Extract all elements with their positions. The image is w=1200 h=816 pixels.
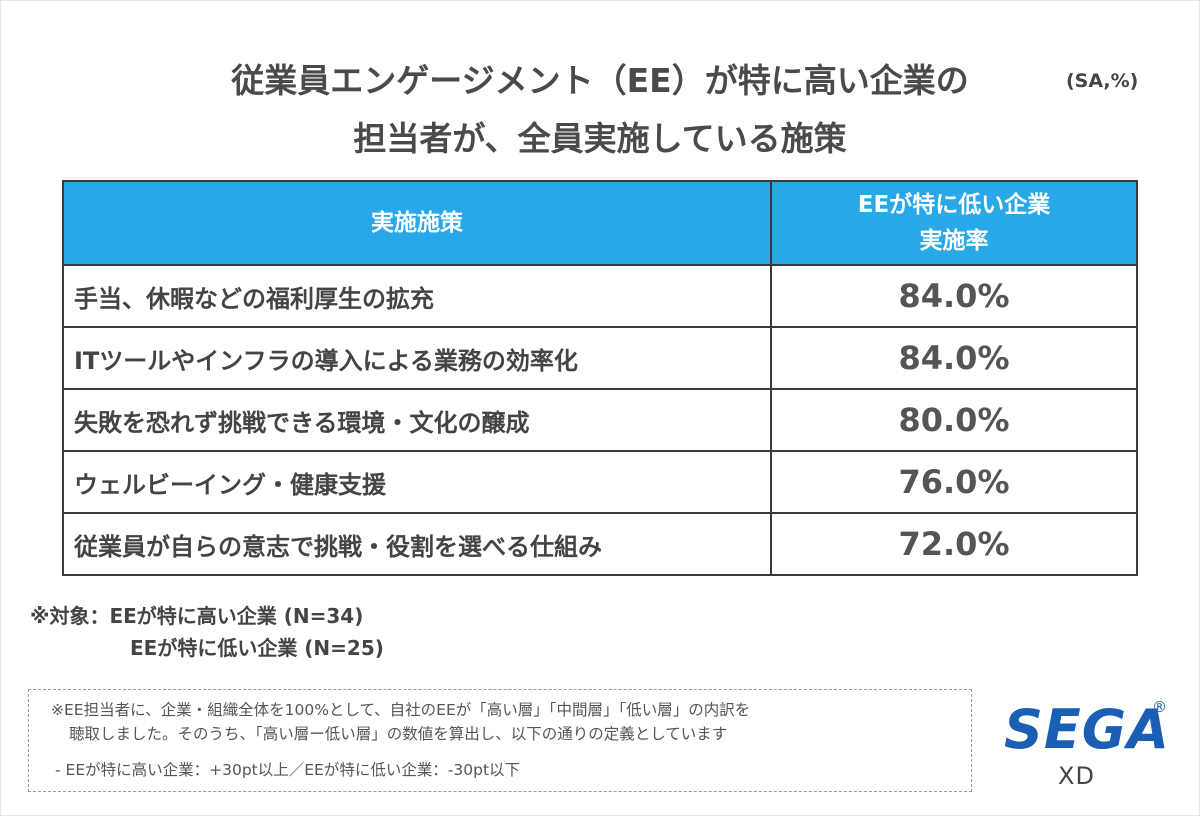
row-value: 84.0% [770, 264, 1138, 328]
sega-xd-logo: SEGA ® XD [1000, 698, 1170, 798]
unit-label: (SA,%) [1066, 70, 1139, 92]
note-line-2: 聴取しました。そのうち、「高い層ー低い層」の数値を算出し、以下の通りの定義として… [69, 725, 728, 743]
target-line-2: EEが特に低い企業 (N=25) [130, 636, 384, 660]
note-line-1: ※EE担当者に、企業・組織全体を100%として、自社のEEが「高い層」「中間層」… [51, 701, 751, 719]
registered-mark: ® [1152, 698, 1167, 716]
row-value: 76.0% [770, 450, 1138, 514]
table-row: 従業員が自らの意志で挑戦・役割を選べる仕組み 72.0% [62, 512, 1138, 576]
row-value: 72.0% [770, 512, 1138, 576]
table-row: 手当、休暇などの福利厚生の拡充 84.0% [62, 264, 1138, 328]
sega-wordmark: SEGA [1004, 698, 1170, 761]
xd-wordmark: XD [1058, 762, 1095, 790]
row-label: ウェルビーイング・健康支援 [62, 450, 772, 514]
header-rate-line-1: EEが特に低い企業 [857, 192, 1051, 218]
header-rate: EEが特に低い企業 実施率 [770, 180, 1138, 266]
measures-table: 実施施策 EEが特に低い企業 実施率 手当、休暇などの福利厚生の拡充 84.0%… [62, 180, 1138, 576]
table-row: ウェルビーイング・健康支援 76.0% [62, 450, 1138, 514]
table-row: ITツールやインフラの導入による業務の効率化 84.0% [62, 326, 1138, 390]
header-rate-line-2: 実施率 [919, 228, 989, 254]
note-line-3: - EEが特に高い企業：+30pt以上／EEが特に低い企業：-30pt以下 [55, 761, 521, 779]
row-value: 84.0% [770, 326, 1138, 390]
page-title: 従業員エンゲージメント（EE）が特に高い企業の 担当者が、全員実施している施策 [0, 52, 1200, 168]
title-line-1: 従業員エンゲージメント（EE）が特に高い企業の [231, 61, 969, 100]
definition-note-box: ※EE担当者に、企業・組織全体を100%として、自社のEEが「高い層」「中間層」… [28, 689, 972, 792]
row-label: 従業員が自らの意志で挑戦・役割を選べる仕組み [62, 512, 772, 576]
target-note: ※対象：EEが特に高い企業 (N=34) EEが特に低い企業 (N=25) [30, 600, 384, 664]
target-line-1: ※対象：EEが特に高い企業 (N=34) [30, 604, 364, 628]
table-header-row: 実施施策 EEが特に低い企業 実施率 [62, 180, 1138, 266]
row-label: ITツールやインフラの導入による業務の効率化 [62, 326, 772, 390]
header-measures: 実施施策 [62, 180, 772, 266]
row-value: 80.0% [770, 388, 1138, 452]
row-label: 失敗を恐れず挑戦できる環境・文化の醸成 [62, 388, 772, 452]
row-label: 手当、休暇などの福利厚生の拡充 [62, 264, 772, 328]
table-row: 失敗を恐れず挑戦できる環境・文化の醸成 80.0% [62, 388, 1138, 452]
title-line-2: 担当者が、全員実施している施策 [353, 119, 847, 158]
